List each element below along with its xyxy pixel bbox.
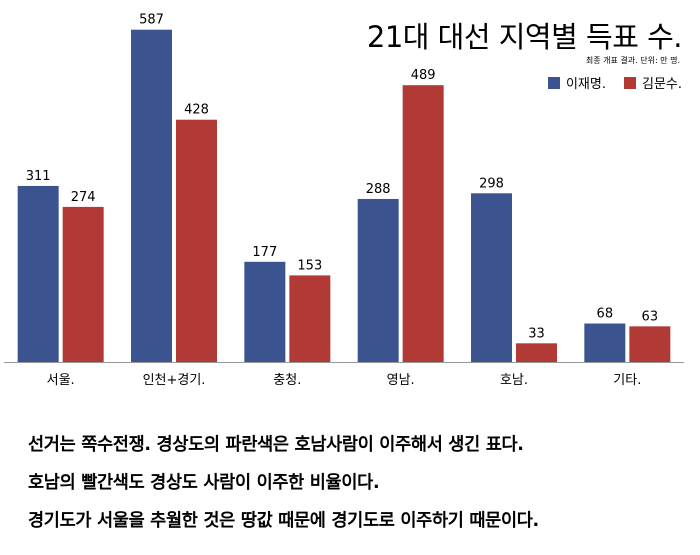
data-label-1-5: 298 bbox=[479, 176, 504, 191]
caption-line-2: 호남의 빨간색도 경상도 사람이 이주한 비율이다. bbox=[28, 473, 380, 493]
bar-2-6 bbox=[629, 326, 671, 362]
bar-1-3 bbox=[244, 261, 286, 362]
x-tick-label-6: 기타. bbox=[613, 373, 641, 388]
data-label-2-3: 153 bbox=[297, 258, 322, 273]
bar-1-4 bbox=[357, 198, 399, 362]
data-label-1-6: 68 bbox=[597, 307, 614, 322]
bar-1-5 bbox=[471, 193, 512, 362]
bar-chart: 311 274 서울. 587 428 인천+경기. 177 153 충청. 288 489 영남. 2… bbox=[4, 13, 684, 388]
legend-label-series-2: 김문수. bbox=[641, 77, 682, 92]
x-tick-label-5: 호남. bbox=[500, 373, 528, 388]
legend-item-series-2: 김문수. bbox=[623, 73, 682, 92]
bar-1-6 bbox=[584, 323, 626, 362]
chart-legend: 이재명. 김문수. bbox=[547, 73, 682, 92]
chart-title: 21대 대선 지역별 득표 수. bbox=[366, 20, 683, 54]
data-label-2-5: 33 bbox=[528, 326, 545, 341]
data-label-2-1: 274 bbox=[71, 190, 96, 205]
chart-area: 311 274 서울. 587 428 인천+경기. 177 153 충청. 288 489 영남. 2… bbox=[4, 13, 684, 388]
caption-block: 선거는 쪽수전쟁. 경상도의 파란색은 호남사람이 이주해서 생긴 표다. 호남… bbox=[28, 426, 539, 540]
x-tick-label-3: 충청. bbox=[273, 373, 301, 388]
bar-2-4 bbox=[402, 85, 444, 362]
bar-2-3 bbox=[289, 275, 331, 362]
data-label-2-6: 63 bbox=[642, 309, 659, 324]
bar-1-2 bbox=[131, 29, 172, 363]
caption-line-3: 경기도가 서울을 추월한 것은 땅값 때문에 경기도로 이주하기 때문이다. bbox=[28, 511, 539, 531]
x-tick-label-1: 서울. bbox=[47, 373, 75, 388]
data-label-2-4: 489 bbox=[411, 68, 436, 83]
bar-2-1 bbox=[62, 206, 104, 362]
data-label-1-4: 288 bbox=[366, 182, 391, 197]
chart-subtitle: 최종 개표 결과. 단위: 만 명. bbox=[585, 56, 680, 65]
data-label-1-3: 177 bbox=[252, 245, 277, 260]
data-label-2-2: 428 bbox=[184, 103, 209, 118]
bar-1-1 bbox=[17, 185, 59, 362]
x-tick-label-4: 영남. bbox=[387, 373, 415, 388]
x-tick-label-2: 인천+경기. bbox=[143, 373, 206, 388]
bar-2-5 bbox=[516, 343, 557, 362]
legend-swatch-series-2 bbox=[623, 76, 636, 89]
data-label-1-2: 587 bbox=[139, 13, 164, 28]
legend-item-series-1: 이재명. bbox=[547, 73, 606, 92]
legend-label-series-1: 이재명. bbox=[565, 77, 606, 92]
caption-line-1: 선거는 쪽수전쟁. 경상도의 파란색은 호남사람이 이주해서 생긴 표다. bbox=[28, 435, 524, 455]
bar-2-2 bbox=[176, 119, 217, 363]
legend-swatch-series-1 bbox=[547, 76, 560, 89]
data-label-1-1: 311 bbox=[26, 169, 51, 184]
